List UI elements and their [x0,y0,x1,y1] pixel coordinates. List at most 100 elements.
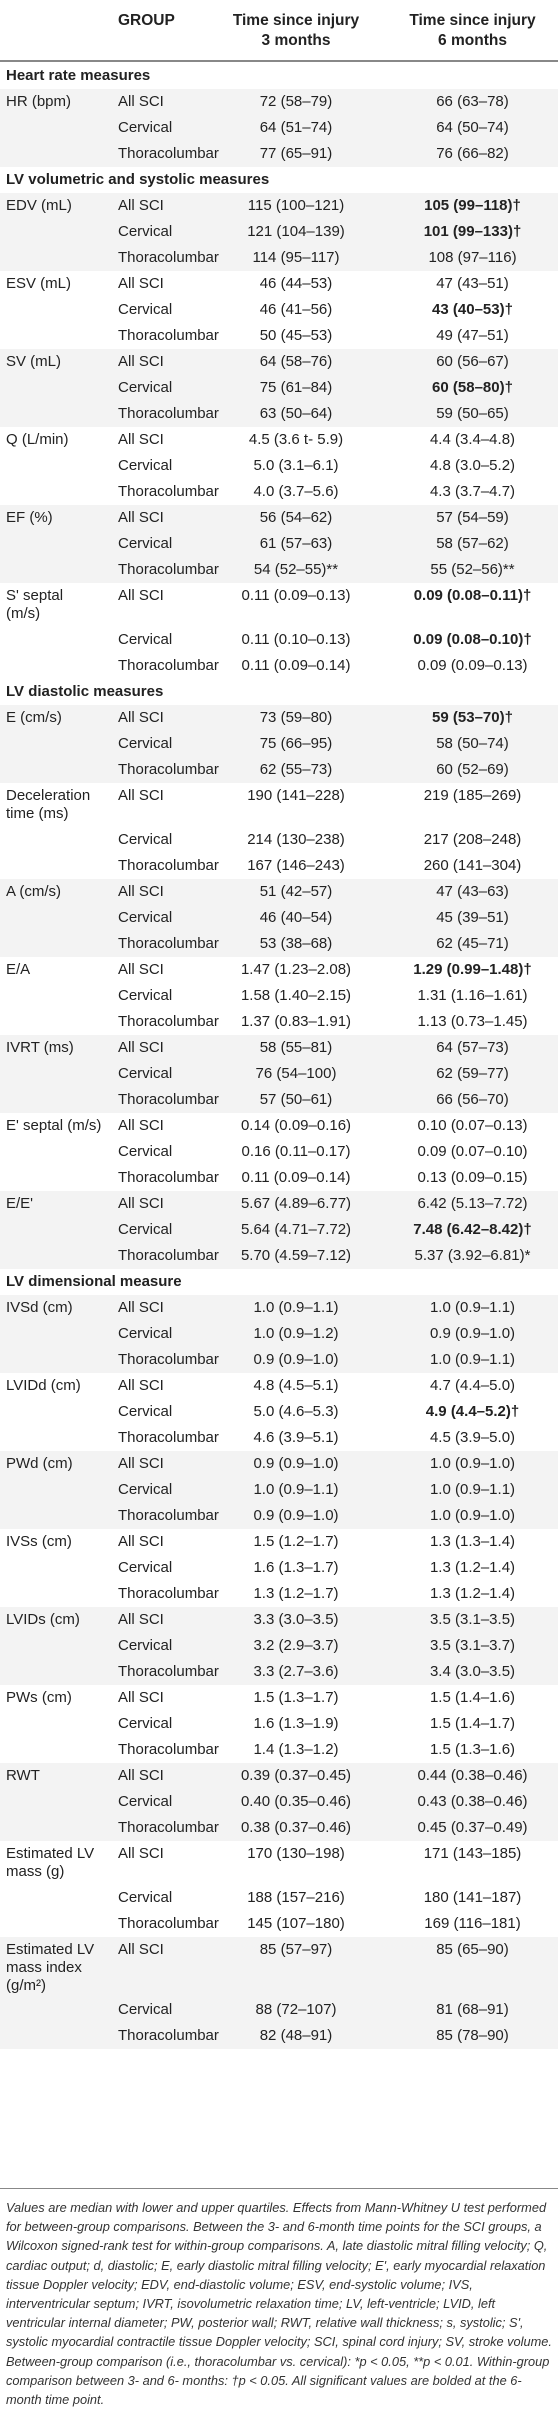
value-3-months: 77 (65–91) [259,145,333,162]
measure-label: PWs (cm) [6,1688,72,1707]
table-row: IVSs (cm) All SCI 1.5 (1.2–1.7) 1.3 (1.3–1.… [0,1529,558,1555]
value-6-months: 7.48 (6.42–8.42)† [413,1221,532,1238]
measure-label: EDV (mL) [6,196,72,215]
table-row: Thoracolumbar 50 (45–53) 49 (47–51) [0,323,558,349]
table-row: EDV (mL) All SCI 115 (100–121) 105 (99–118)… [0,193,558,219]
table-row: LVIDs (cm) All SCI 3.3 (3.0–3.5) 3.5 (3.1–3… [0,1607,558,1633]
measure-label: IVSs (cm) [6,1532,72,1551]
table-row: SV (mL) All SCI 64 (58–76) 60 (56–67) [0,349,558,375]
value-3-months: 1.37 (0.83–1.91) [240,1013,352,1030]
measure-label: PWd (cm) [6,1454,73,1473]
group-cell: All SCI [118,93,164,110]
value-6-months: 4.7 (4.4–5.0) [429,1377,516,1394]
group-cell: All SCI [118,1117,164,1134]
measure-label: Estimated LV mass index (g/m²) [6,1941,94,1995]
value-6-months: 0.45 (0.37–0.49) [417,1819,528,1836]
group-cell: Thoracolumbar [118,405,219,422]
value-6-months: 55 (52–56)** [430,561,515,578]
value-6-months: 1.13 (0.73–1.45) [417,1013,528,1030]
table-row: Thoracolumbar 0.11 (0.09–0.14) 0.13 (0.09–… [0,1165,558,1191]
value-3-months: 5.70 (4.59–7.12) [240,1247,352,1264]
measure-label-line: mass (g) [6,1863,65,1880]
value-3-months: 5.64 (4.71–7.72) [240,1221,352,1238]
group-cell: All SCI [118,1195,164,1212]
group-cell: All SCI [118,1455,164,1472]
table-row: E (cm/s) All SCI 73 (59–80) 59 (53–70)† [0,705,558,731]
group-cell: All SCI [118,787,164,804]
value-6-months: 101 (99–133)† [423,223,522,240]
group-cell: Thoracolumbar [118,657,219,674]
table-row: IVSd (cm) All SCI 1.0 (0.9–1.1) 1.0 (0.9–1.… [0,1295,558,1321]
group-cell: Cervical [118,457,173,474]
header-col2-line2: 6 months [438,32,507,49]
value-3-months: 56 (54–62) [259,509,333,526]
value-6-months: 49 (47–51) [436,327,509,344]
table-row: Cervical 76 (54–100) 62 (59–77) [0,1061,558,1087]
table-row: Cervical 188 (157–216) 180 (141–187) [0,1885,558,1911]
measure-label-line: HR (bpm) [6,93,72,110]
section-title: LV volumetric and systolic measures [6,170,269,189]
measure-label-line: EF (%) [6,509,53,526]
measure-label-line: Estimated LV [6,1845,95,1862]
group-cell: Thoracolumbar [118,1429,219,1446]
value-3-months: 46 (41–56) [259,301,333,318]
value-3-months: 167 (146–243) [247,857,345,874]
value-6-months: 105 (99–118)† [424,197,521,214]
table-row: E' septal (m/s) All SCI 0.14 (0.09–0.16) 0.… [0,1113,558,1139]
value-3-months: 0.11 (0.10–0.13) [241,631,351,648]
value-3-months: 51 (42–57) [259,883,333,900]
group-cell: All SCI [118,197,164,214]
group-cell: All SCI [118,509,164,526]
measure-label-line: A (cm/s) [6,883,61,900]
value-3-months: 5.0 (3.1–6.1) [253,457,339,474]
section-title: Heart rate measures [6,66,150,85]
value-6-months: 260 (141–304) [423,857,522,874]
table-row: Thoracolumbar 0.11 (0.09–0.14) 0.09 (0.09–… [0,653,558,679]
value-3-months: 1.4 (1.3–1.2) [253,1741,339,1758]
value-6-months: 1.5 (1.4–1.7) [429,1715,516,1732]
group-cell: Thoracolumbar [118,761,219,778]
value-3-months: 0.14 (0.09–0.16) [240,1117,352,1134]
value-6-months: 64 (57–73) [436,1039,509,1056]
group-cell: Thoracolumbar [118,1819,219,1836]
value-6-months: 60 (52–69) [436,761,509,778]
group-cell: Cervical [118,1403,173,1420]
value-3-months: 0.9 (0.9–1.0) [253,1351,339,1368]
group-cell: Cervical [118,1143,173,1160]
value-6-months: 6.42 (5.13–7.72) [417,1195,528,1212]
value-3-months: 0.40 (0.35–0.46) [240,1793,352,1810]
value-6-months: 60 (58–80)† [432,379,513,396]
group-cell: Cervical [118,119,173,136]
table-row: Thoracolumbar 0.9 (0.9–1.0) 1.0 (0.9–1.0) [0,1503,558,1529]
group-cell: All SCI [118,587,164,604]
group-cell: Thoracolumbar [118,1741,219,1758]
value-3-months: 1.47 (1.23–2.08) [240,961,352,978]
value-3-months: 53 (38–68) [259,935,333,952]
value-6-months: 85 (78–90) [436,2027,509,2044]
table-row: Cervical 5.0 (4.6–5.3) 4.9 (4.4–5.2)† [0,1399,558,1425]
value-6-months: 0.09 (0.08–0.11)† [413,587,532,604]
table-row: HR (bpm) All SCI 72 (58–79) 66 (63–78) [0,89,558,115]
table-row: ESV (mL) All SCI 46 (44–53) 47 (43–51) [0,271,558,297]
table-row: Thoracolumbar 1.37 (0.83–1.91) 1.13 (0.73–… [0,1009,558,1035]
group-cell: Thoracolumbar [118,1507,219,1524]
table-row: Cervical 75 (66–95) 58 (50–74) [0,731,558,757]
value-3-months: 0.16 (0.11–0.17) [241,1143,351,1160]
measure-label: Deceleration time (ms) [6,787,90,823]
value-6-months: 57 (54–59) [436,509,509,526]
value-3-months: 121 (104–139) [247,223,345,240]
table-row: Thoracolumbar 4.6 (3.9–5.1) 4.5 (3.9–5.0) [0,1425,558,1451]
group-cell: Thoracolumbar [118,145,219,162]
table-row: Cervical 0.40 (0.35–0.46) 0.43 (0.38–0.46) [0,1789,558,1815]
value-6-months: 0.09 (0.09–0.13) [417,657,528,674]
group-cell: All SCI [118,883,164,900]
table-row: Cervical 1.0 (0.9–1.1) 1.0 (0.9–1.1) [0,1477,558,1503]
value-6-months: 1.0 (0.9–1.0) [429,1455,516,1472]
value-6-months: 1.3 (1.2–1.4) [429,1559,516,1576]
table-row: Cervical 1.6 (1.3–1.9) 1.5 (1.4–1.7) [0,1711,558,1737]
measure-label: Q (L/min) [6,430,69,449]
group-cell: Thoracolumbar [118,1247,219,1264]
measure-label: E' septal (m/s) [6,1116,101,1135]
table-row: Cervical 0.16 (0.11–0.17) 0.09 (0.07–0.10) [0,1139,558,1165]
value-3-months: 188 (157–216) [247,1889,345,1906]
